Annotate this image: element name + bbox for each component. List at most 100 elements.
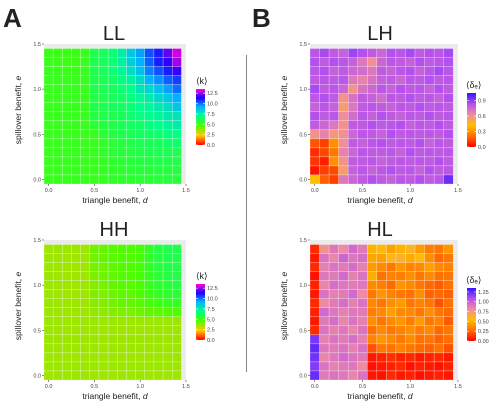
heatmap-cell [98, 75, 109, 85]
heatmap-cell [135, 165, 145, 176]
heatmap-cell [405, 244, 416, 254]
heatmap-cell [98, 57, 109, 67]
heatmap-cell [144, 280, 155, 290]
heatmap-cell [347, 174, 358, 185]
heatmap-cell [80, 147, 91, 158]
x-tick-label: 1.5 [454, 384, 462, 390]
heatmap-cell [89, 298, 100, 308]
heatmap-cell [153, 343, 164, 354]
heatmap-cell [172, 325, 182, 336]
heatmap-cell [376, 253, 387, 263]
heatmap-cell [433, 66, 444, 76]
heatmap-cell [80, 370, 91, 381]
heatmap-cell [405, 298, 416, 308]
heatmap-cell [367, 102, 378, 112]
heatmap-panel-hl: HL 0.0 0.5 1.0 1.5 0.0 0.5 1.0 1.5 triangle ben… [279, 219, 489, 401]
heatmap-cell [117, 48, 127, 58]
heatmap-cell [89, 57, 100, 67]
heatmap-cell [153, 361, 164, 372]
heatmap-cell [107, 262, 118, 272]
heatmap-cell [424, 102, 435, 112]
y-tick-label: 0.0 [299, 373, 307, 379]
heatmap-cell [107, 298, 118, 308]
heatmap-cell [117, 111, 127, 121]
colorbar-gradient [196, 89, 205, 145]
heatmap-cell [172, 48, 182, 58]
heatmap-cell [117, 156, 127, 167]
heatmap-cell [172, 289, 182, 299]
heatmap-cell [414, 120, 425, 131]
heatmap-cell [433, 57, 444, 67]
heatmap-cell [347, 57, 358, 67]
heatmap-cell [347, 147, 358, 158]
heatmap-cell [162, 307, 173, 317]
heatmap-cell [62, 174, 72, 185]
heatmap-cell [43, 325, 54, 336]
heatmap-cell [71, 244, 81, 254]
colorbar-ticks: 0.00 0.25 0.50 0.75 1.00 1.25 [467, 290, 489, 345]
heatmap-cell [443, 370, 454, 381]
heatmap-cell [162, 325, 173, 336]
heatmap-cell [424, 334, 435, 345]
heatmap-cell [153, 66, 164, 76]
heatmap-cell [405, 138, 416, 149]
heatmap-cell [98, 352, 109, 363]
heatmap-cell [62, 93, 72, 103]
heatmap-cell [424, 307, 435, 317]
heatmap-cell [433, 343, 444, 354]
x-tick-label: 0.5 [91, 188, 99, 194]
heatmap-cell [338, 174, 349, 185]
heatmap-cell [162, 48, 173, 58]
heatmap-cell [153, 325, 164, 336]
heatmap-cell [52, 84, 63, 94]
heatmap-cell [126, 174, 136, 185]
heatmap-cell [309, 120, 320, 131]
heatmap-cell [52, 66, 63, 76]
colorbar-tick-label: 1.25 [478, 290, 489, 296]
heatmap-cell [443, 129, 454, 140]
heatmap-cell [328, 343, 339, 354]
heatmap-cell [319, 253, 330, 263]
heatmap-cell [309, 343, 320, 354]
heatmap-cell [107, 343, 118, 354]
heatmap-cell [107, 111, 118, 121]
heatmap-cell [89, 147, 100, 158]
heatmap-cell [309, 66, 320, 76]
heatmap-cell [135, 370, 145, 381]
heatmap-cell [135, 147, 145, 158]
x-tick-label: 0.0 [45, 188, 53, 194]
heatmap-cell [98, 102, 109, 112]
heatmap-cell [386, 129, 397, 140]
heatmap-cell [424, 156, 435, 167]
colorbar-tick-label: 0.00 [478, 339, 489, 345]
heatmap-cell [328, 253, 339, 263]
heatmap-cell [117, 271, 127, 281]
heatmap-cell [338, 120, 349, 131]
heatmap-cell [98, 66, 109, 76]
heatmap-cell [71, 57, 81, 67]
heatmap-cell [107, 352, 118, 363]
heatmap-cell [433, 84, 444, 94]
heatmap-cell [162, 129, 173, 140]
heatmap-cell [43, 57, 54, 67]
heatmap-cell [153, 253, 164, 263]
heatmap-cell [367, 147, 378, 158]
heatmap-cell [162, 253, 173, 263]
y-tick-label: 1.5 [299, 42, 307, 48]
heatmap-cell [443, 298, 454, 308]
heatmap-cell [309, 316, 320, 327]
heatmap-cell [89, 262, 100, 272]
heatmap-cell [319, 93, 330, 103]
heatmap-cell [98, 325, 109, 336]
heatmap-cell [80, 307, 91, 317]
heatmap-cell [117, 244, 127, 254]
heatmap-cell [347, 165, 358, 176]
heatmap-cell [135, 307, 145, 317]
heatmap-cell [80, 298, 91, 308]
heatmap-cell [172, 66, 182, 76]
heatmap-cell [395, 66, 406, 76]
heatmap-cell [405, 361, 416, 372]
colorbar-tick-label: 0.6 [478, 114, 486, 120]
panel-letter-b: B [252, 3, 271, 33]
heatmap-cell [433, 370, 444, 381]
